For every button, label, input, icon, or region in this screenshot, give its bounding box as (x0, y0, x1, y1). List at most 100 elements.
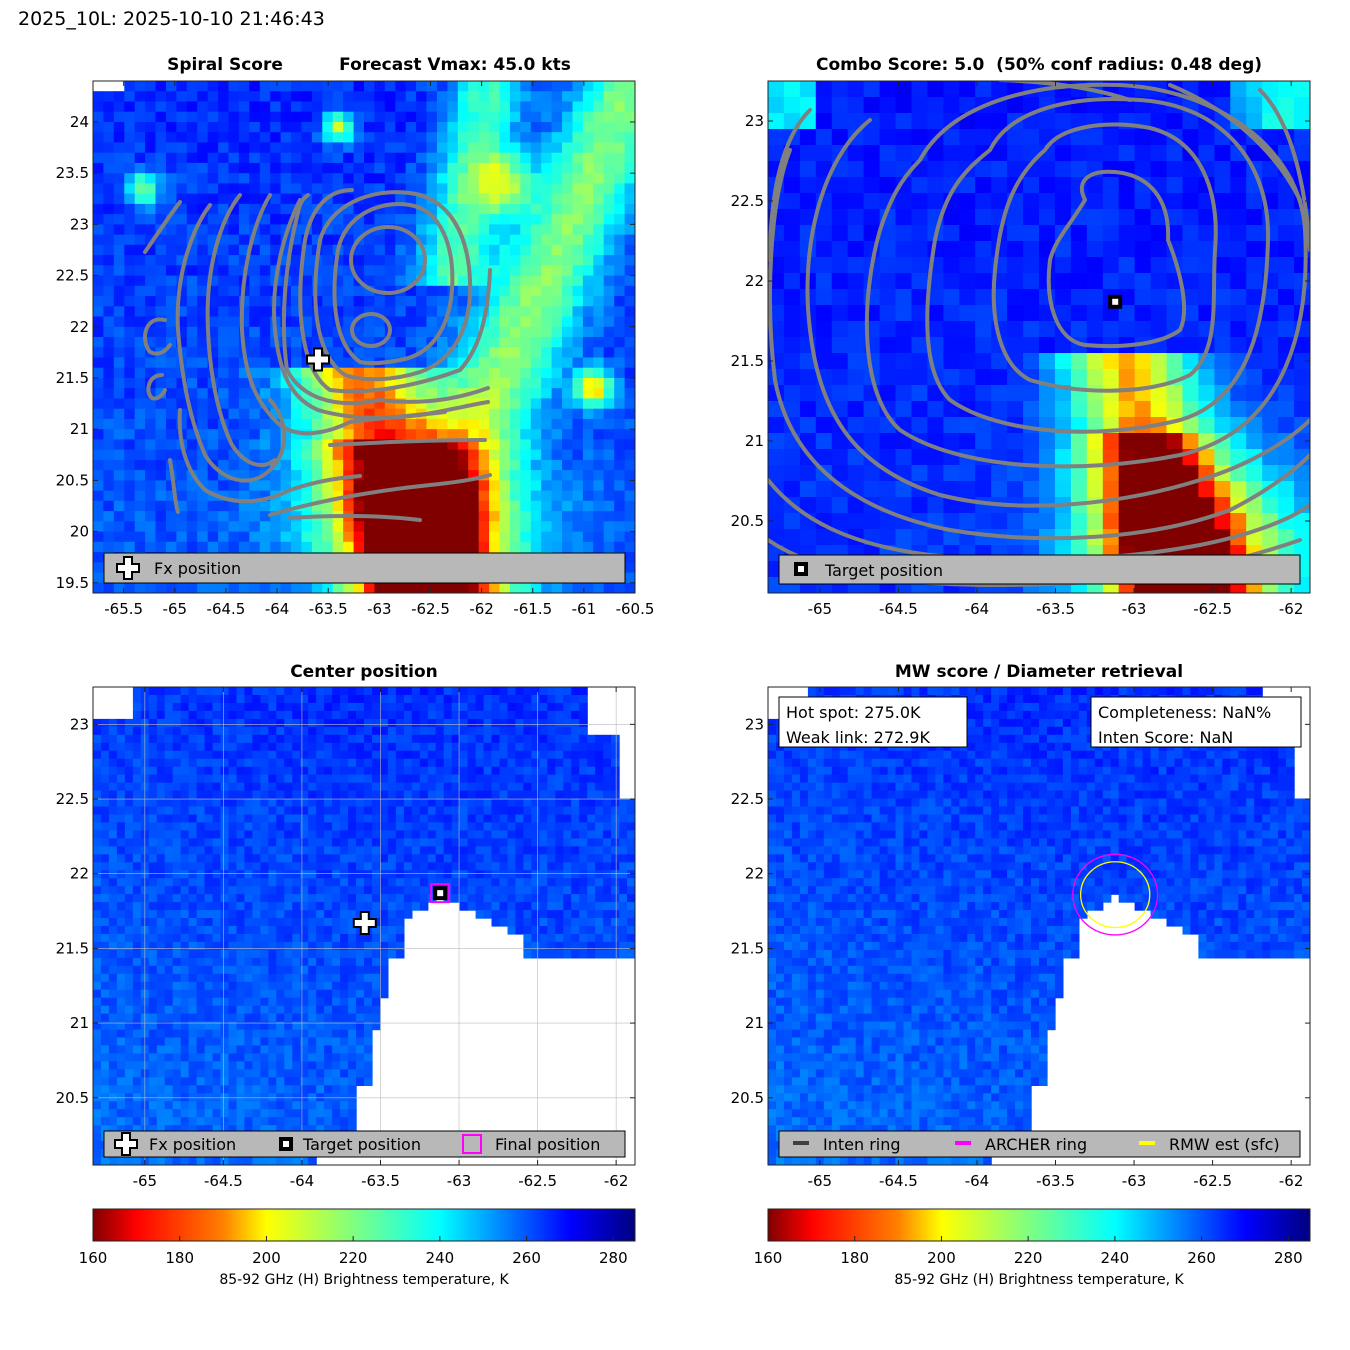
y-tick-label: 20.5 (731, 512, 764, 530)
panel-mw-legend: Inten ring ARCHER ring RMW est (sfc) (778, 1130, 1301, 1158)
contour-ring (991, 122, 1218, 393)
contour-ring (925, 97, 1271, 434)
colorbar-left-ticks: 160 180 200 220 240 260 280 (79, 1236, 628, 1267)
x-tick-label: -65.5 (104, 600, 143, 618)
y-tick-label: 21.5 (731, 939, 764, 957)
square-marker-center (437, 890, 444, 897)
contour-ring (349, 225, 427, 295)
inten-score-text: Inten Score: NaN (1098, 728, 1233, 747)
x-tick-label: -63 (1122, 600, 1147, 618)
panel-mw-frame (767, 686, 1311, 1166)
y-tick-label: 22 (70, 318, 89, 336)
contour-line (143, 317, 172, 356)
x-tick-label: -63.5 (361, 1172, 400, 1190)
legend-fx-position: Fx position (154, 559, 241, 578)
x-tick-label: -63.5 (1036, 1172, 1075, 1190)
x-tick-label: -62 (469, 600, 494, 618)
x-tick-label: -62.5 (411, 600, 450, 618)
panel-spiral-frame (92, 80, 636, 594)
colorbar-tick-label: 220 (1014, 1249, 1043, 1267)
x-tick-label: -62 (1279, 600, 1304, 618)
x-tick-label: -63 (367, 600, 392, 618)
panel-mw-rings (1072, 853, 1159, 936)
contour-ring (1046, 169, 1187, 349)
cross-icon (114, 1132, 138, 1156)
colorbar-tick-label: 220 (339, 1249, 368, 1267)
panel-center-heatmap (93, 687, 635, 1165)
contour-line (313, 190, 473, 382)
square-marker-center (1112, 298, 1119, 305)
panel-center-frame (92, 686, 636, 1166)
target-position-marker (1108, 294, 1123, 309)
panel-center: Center position Fx position Target posit… (56, 662, 636, 1190)
contour-ring (864, 82, 1308, 469)
y-tick-label: 21 (70, 1014, 89, 1032)
hot-spot-text: Hot spot: 275.0K (786, 703, 921, 722)
panel-mw: MW score / Diameter retrieval Hot spot: … (731, 662, 1311, 1190)
final-position-marker (430, 883, 451, 904)
y-tick-label: 21.5 (56, 939, 89, 957)
x-tick-label: -61.5 (513, 600, 552, 618)
colorbar-right: 160 180 200 220 240 260 280 85-92 GHz (H) Brig… (754, 1208, 1311, 1288)
contour-line (175, 203, 287, 483)
x-tick-label: -65 (808, 600, 833, 618)
contour-line (1168, 83, 1302, 202)
panel-combo-title: Combo Score: 5.0 (50% conf radius: 0.48 … (816, 55, 1262, 75)
colorbar-tick-label: 200 (927, 1249, 956, 1267)
x-tick-label: -60.5 (616, 600, 655, 618)
x-tick-label: -62 (604, 1172, 629, 1190)
colorbar-tick-label: 240 (426, 1249, 455, 1267)
x-tick-label: -63.5 (309, 600, 348, 618)
panel-spiral-contours (143, 188, 492, 522)
colorbar-tick-label: 260 (1187, 1249, 1216, 1267)
archer-ring (1072, 853, 1159, 936)
y-tick-label: 19.5 (56, 574, 89, 592)
panel-combo-legend: Target position (778, 554, 1301, 585)
y-tick-label: 23.5 (56, 164, 89, 182)
x-tick-label: -65 (133, 1172, 158, 1190)
fx-position-marker (305, 347, 330, 372)
panel-combo-contours (768, 81, 1310, 588)
x-tick-label: -64 (965, 600, 990, 618)
magenta-square-icon (462, 1134, 482, 1154)
panel-center-markers (352, 883, 451, 936)
colorbar-tick-label: 280 (1274, 1249, 1303, 1267)
contour-line (298, 188, 492, 394)
y-tick-label: 21.5 (56, 369, 89, 387)
colorbar-left-label: 85-92 GHz (H) Brightness temperature, K (219, 1272, 509, 1288)
panel-center-legend: Fx position Target position Final positi… (103, 1130, 626, 1158)
weak-link-text: Weak link: 272.9K (786, 728, 930, 747)
x-tick-label: -62 (1279, 1172, 1304, 1190)
y-tick-label: 23 (745, 715, 764, 733)
y-tick-label: 21.5 (731, 352, 764, 370)
contour-line (288, 513, 422, 522)
colorbar-tick-label: 200 (252, 1249, 281, 1267)
colorbar-left: 160 180 200 220 240 260 280 85-92 GHz (H) Brig… (79, 1208, 636, 1288)
square-marker-icon (794, 562, 808, 576)
cross-marker (352, 911, 377, 936)
y-tick-label: 20.5 (731, 1089, 764, 1107)
contour-line (146, 373, 167, 401)
colorbar-tick-label: 260 (512, 1249, 541, 1267)
x-tick-label: -64 (290, 1172, 315, 1190)
legend-rmw-est: RMW est (sfc) (1169, 1135, 1280, 1154)
y-tick-label: 21 (70, 420, 89, 438)
colorbar-left-ramp (92, 1208, 636, 1242)
panel-combo-axes: -65 -64.5 -64 -63.5 -63 -62.5 -62 20.5 21 21.5 22 2… (731, 81, 1310, 618)
x-tick-label: -64 (965, 1172, 990, 1190)
colorbar-right-ticks: 160 180 200 220 240 260 280 (754, 1236, 1303, 1267)
contour-line (328, 438, 487, 447)
panel-center-grid (93, 687, 635, 1165)
x-tick-label: -62.5 (1193, 600, 1232, 618)
y-tick-label: 22.5 (56, 267, 89, 285)
colorbar-tick-label: 160 (754, 1249, 783, 1267)
legend-inten-ring: Inten ring (823, 1135, 901, 1154)
y-tick-label: 22.5 (731, 790, 764, 808)
y-tick-label: 23 (70, 215, 89, 233)
y-tick-label: 23 (70, 715, 89, 733)
colorbar-tick-label: 180 (840, 1249, 869, 1267)
contour-line (205, 193, 277, 467)
cross-icon (116, 556, 140, 580)
panel-center-axes: -65 -64.5 -64 -63.5 -63 -62.5 -62 20.5 21 21.5 22 2… (56, 687, 635, 1190)
